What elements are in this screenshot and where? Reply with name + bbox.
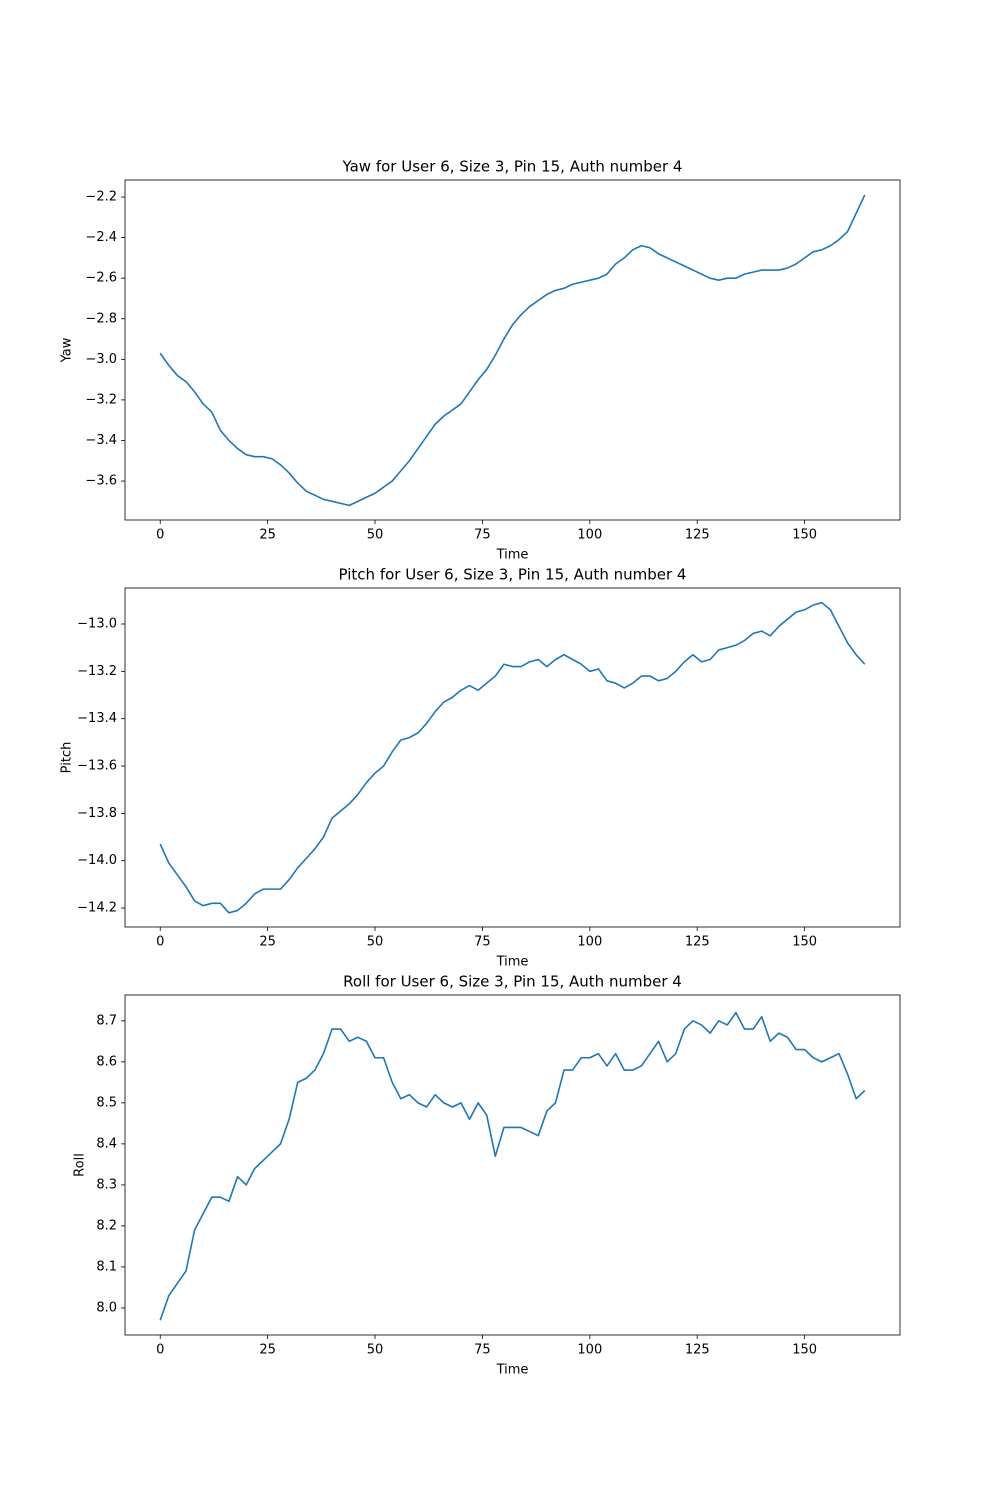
subplot-title: Roll for User 6, Size 3, Pin 15, Auth nu… — [343, 973, 682, 991]
y-tick-label: −13.4 — [77, 711, 117, 726]
x-axis-label: Time — [496, 548, 529, 563]
x-tick-label: 75 — [474, 935, 491, 950]
y-tick-label: −2.4 — [85, 230, 117, 245]
x-tick-label: 0 — [156, 935, 164, 950]
y-tick-label: 8.3 — [96, 1177, 117, 1192]
subplot-title: Pitch for User 6, Size 3, Pin 15, Auth n… — [339, 566, 687, 584]
x-axis-label: Time — [496, 955, 529, 970]
y-tick-label: 8.6 — [96, 1054, 117, 1069]
y-tick-label: −3.2 — [85, 392, 117, 407]
data-line — [159, 1011, 866, 1321]
x-tick-label: 150 — [792, 935, 817, 950]
y-axis-label: Pitch — [60, 742, 75, 774]
y-tick-label: 8.2 — [96, 1218, 117, 1233]
y-tick-label: 8.4 — [96, 1136, 117, 1151]
x-tick-label: 150 — [792, 528, 817, 543]
x-tick-label: 50 — [367, 528, 384, 543]
y-tick-label: −2.6 — [85, 271, 117, 286]
data-line — [159, 194, 866, 507]
y-tick-label: −3.0 — [85, 352, 117, 367]
y-tick-label: 8.7 — [96, 1013, 117, 1028]
subplot: Roll for User 6, Size 3, Pin 15, Auth nu… — [73, 973, 901, 1378]
y-tick-label: −3.4 — [85, 433, 117, 448]
y-axis-label: Roll — [73, 1153, 88, 1177]
y-tick-label: −13.6 — [77, 759, 117, 774]
x-tick-label: 125 — [685, 935, 710, 950]
plot-frame — [124, 587, 901, 928]
y-tick-label: −2.8 — [85, 311, 117, 326]
subplot-title: Yaw for User 6, Size 3, Pin 15, Auth num… — [342, 158, 683, 176]
x-tick-label: 50 — [367, 935, 384, 950]
x-tick-label: 100 — [577, 528, 602, 543]
x-tick-label: 100 — [577, 1343, 602, 1358]
x-tick-label: 25 — [259, 1343, 276, 1358]
y-tick-label: −14.0 — [77, 853, 117, 868]
x-tick-label: 75 — [474, 528, 491, 543]
x-tick-label: 25 — [259, 935, 276, 950]
y-tick-label: 8.5 — [96, 1095, 117, 1110]
x-axis-label: Time — [496, 1363, 529, 1378]
x-tick-label: 0 — [156, 1343, 164, 1358]
y-tick-label: −14.2 — [77, 901, 117, 916]
subplot: Pitch for User 6, Size 3, Pin 15, Auth n… — [60, 566, 901, 970]
x-tick-label: 125 — [685, 1343, 710, 1358]
y-tick-label: −13.8 — [77, 806, 117, 821]
y-tick-label: −13.0 — [77, 616, 117, 631]
x-tick-label: 75 — [474, 1343, 491, 1358]
plot-frame — [124, 994, 901, 1336]
x-tick-label: 0 — [156, 528, 164, 543]
subplot: Yaw for User 6, Size 3, Pin 15, Auth num… — [60, 158, 901, 563]
y-tick-label: 8.1 — [96, 1259, 117, 1274]
x-tick-label: 150 — [792, 1343, 817, 1358]
y-tick-label: −2.2 — [85, 190, 117, 205]
y-axis-label: Yaw — [60, 337, 75, 363]
x-tick-label: 25 — [259, 528, 276, 543]
y-tick-label: −3.6 — [85, 474, 117, 489]
plot-frame — [124, 179, 901, 521]
x-tick-label: 100 — [577, 935, 602, 950]
y-tick-label: −13.2 — [77, 664, 117, 679]
x-tick-label: 125 — [685, 528, 710, 543]
x-tick-label: 50 — [367, 1343, 384, 1358]
y-tick-label: 8.0 — [96, 1300, 117, 1315]
data-line — [159, 601, 866, 914]
